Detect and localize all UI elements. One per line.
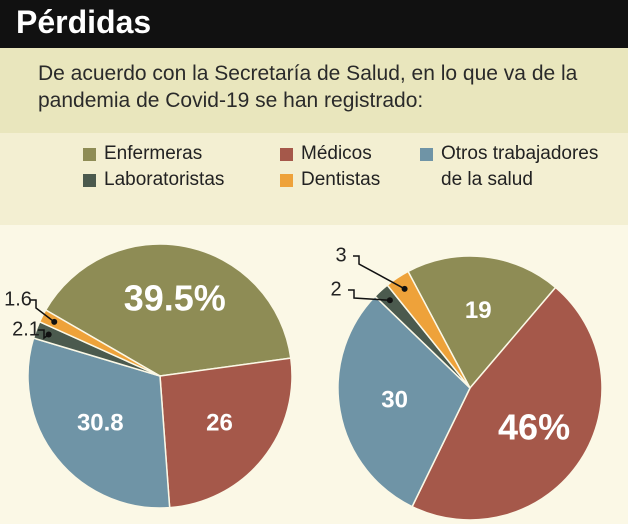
data-label: 1.6 xyxy=(4,288,32,310)
legend-item: Otros trabajadores de la salud xyxy=(420,141,610,193)
data-label: 39.5% xyxy=(124,277,226,318)
subtitle-band xyxy=(0,48,628,133)
legend-label: Dentistas xyxy=(301,169,381,190)
title: Pérdidas xyxy=(16,4,152,40)
legend-swatch xyxy=(83,174,96,187)
legend-label: Otros trabajadores de la salud xyxy=(441,143,599,190)
legend-label: Laboratoristas xyxy=(104,169,225,190)
leader-line xyxy=(38,329,50,340)
legend-item: Enfermeras xyxy=(83,141,233,167)
legend-swatch xyxy=(83,148,96,161)
pie-slice xyxy=(407,255,557,390)
subtitle: De acuerdo con la Secretaría de Salud, e… xyxy=(38,62,578,112)
legend: Enfermeras Médicos Otros trabajadores de l… xyxy=(0,133,628,225)
legend-item: Dentistas xyxy=(280,167,410,193)
data-label: 30 xyxy=(381,387,408,414)
data-label: 19 xyxy=(465,297,492,324)
pie-slice xyxy=(38,308,161,377)
legend-label: Enfermeras xyxy=(104,143,203,164)
leader-line xyxy=(353,255,405,290)
pie-slice xyxy=(44,243,292,377)
pie-slice xyxy=(337,295,471,508)
legend-swatch xyxy=(280,148,293,161)
pie-slice xyxy=(411,286,603,521)
legend-item: Médicos xyxy=(280,141,410,167)
pie-slice xyxy=(27,337,171,509)
data-label: 30.8 xyxy=(77,409,124,436)
data-label: 3 xyxy=(335,244,346,266)
data-label: 2.1 xyxy=(12,318,40,340)
data-label: 26 xyxy=(206,410,233,437)
pie-slice xyxy=(386,270,471,389)
legend-item: Laboratoristas xyxy=(83,167,263,193)
legend-swatch xyxy=(420,148,433,161)
data-label: 46% xyxy=(498,406,570,447)
legend-label: Médicos xyxy=(301,143,372,164)
leader-line xyxy=(30,299,55,323)
pie-slice xyxy=(159,357,293,509)
data-label: 2 xyxy=(330,278,341,300)
legend-swatch xyxy=(280,174,293,187)
leader-line xyxy=(348,289,390,302)
title-bar xyxy=(0,0,628,48)
